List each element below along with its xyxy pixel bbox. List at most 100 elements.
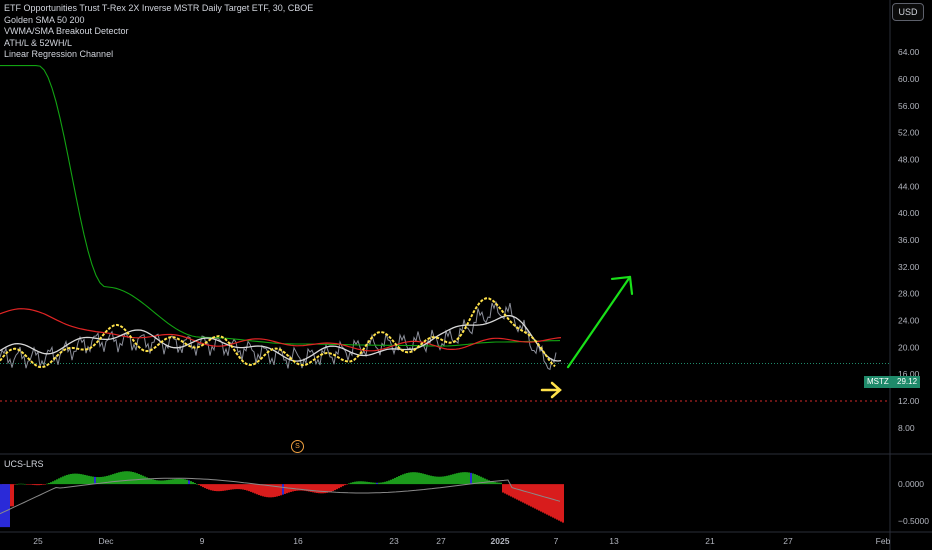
histogram-bar	[518, 484, 520, 501]
histogram-bar	[244, 484, 246, 490]
histogram-bar	[236, 484, 238, 490]
series-line-yellow	[0, 297, 556, 369]
histogram-bar	[286, 484, 288, 494]
histogram-bar	[30, 484, 32, 485]
histogram-bar	[60, 477, 62, 485]
histogram-bar	[34, 484, 36, 486]
histogram-bar	[318, 484, 320, 494]
histogram-bar-blue	[0, 484, 10, 528]
histogram-bar	[546, 484, 548, 515]
histogram-bar	[502, 484, 504, 493]
histogram-bar	[126, 471, 128, 485]
histogram-bar	[146, 477, 148, 485]
histogram-bar	[196, 484, 198, 485]
histogram-bar	[340, 484, 342, 488]
histogram-bar	[206, 484, 208, 489]
histogram-bar	[496, 482, 498, 485]
histogram-bar	[194, 482, 196, 485]
series-line-price	[0, 301, 557, 371]
histogram-bar	[334, 484, 336, 491]
histogram-bar	[478, 475, 480, 485]
histogram-bar	[440, 476, 442, 485]
histogram-bar	[200, 484, 202, 487]
currency-button[interactable]: USD	[892, 3, 924, 21]
histogram-bar	[396, 476, 398, 485]
histogram-bar	[366, 481, 368, 485]
histogram-bar	[158, 480, 160, 485]
histogram-bar	[482, 477, 484, 485]
legend-indicator-golden-sma[interactable]: Golden SMA 50 200	[4, 14, 85, 25]
histogram-bar	[398, 476, 400, 485]
histogram-bar	[164, 480, 166, 485]
histogram-bar	[464, 472, 466, 485]
x-tick-label: 21	[705, 536, 715, 546]
split-event-marker[interactable]: S	[291, 440, 304, 453]
histogram-bar	[454, 473, 456, 485]
legend-indicator-ath-atl[interactable]: ATH/L & 52WH/L	[4, 37, 73, 48]
sub-indicator-label[interactable]: UCS-LRS	[4, 459, 44, 469]
y-tick-label: 48.00	[898, 155, 920, 165]
histogram-bar	[130, 471, 132, 485]
histogram-bar	[506, 484, 508, 495]
histogram-bar	[408, 472, 410, 485]
histogram-bar	[278, 484, 280, 496]
legend-indicator-vwma-sma[interactable]: VWMA/SMA Breakout Detector	[4, 26, 129, 36]
histogram-bar	[354, 481, 356, 485]
histogram-bar	[508, 484, 510, 496]
histogram-bar	[528, 484, 530, 506]
histogram-bar	[70, 473, 72, 485]
histogram-bar	[554, 484, 556, 519]
ucs-lrs-histogram	[0, 471, 564, 528]
histogram-bar	[24, 483, 26, 485]
histogram-bar	[374, 482, 376, 485]
histogram-bar	[316, 484, 318, 493]
histogram-bar	[394, 477, 396, 485]
histogram-bar	[142, 475, 144, 485]
x-tick-label: 27	[783, 536, 793, 546]
histogram-bar	[516, 484, 518, 500]
histogram-bar	[248, 484, 250, 492]
histogram-bar	[422, 473, 424, 485]
x-axis: 25 Dec 9 16 23 27 2025 7 13 21 27 Feb	[33, 536, 890, 546]
histogram-bar	[66, 474, 68, 485]
histogram-bar	[68, 474, 70, 485]
y-tick-label: 36.00	[898, 235, 920, 245]
histogram-bar	[82, 474, 84, 485]
histogram-bar	[92, 476, 94, 485]
histogram-bar	[548, 484, 550, 516]
histogram-bar	[550, 484, 552, 517]
histogram-bar	[40, 484, 42, 485]
histogram-bar	[116, 472, 118, 485]
histogram-bar	[326, 484, 328, 493]
y-tick-label: 56.00	[898, 101, 920, 111]
histogram-bar	[42, 484, 44, 485]
histogram-bar	[172, 479, 174, 485]
histogram-bar	[16, 483, 18, 485]
histogram-bar	[402, 474, 404, 485]
histogram-bar	[514, 484, 516, 499]
histogram-bar	[106, 475, 108, 485]
overlay	[540, 275, 634, 399]
histogram-bar	[304, 484, 306, 491]
y-tick-label: 20.00	[898, 342, 920, 352]
histogram-bar	[310, 484, 312, 492]
histogram-bar	[204, 484, 206, 489]
histogram-bar	[372, 482, 374, 485]
histogram-bar	[282, 484, 284, 495]
histogram-bar	[420, 473, 422, 485]
histogram-bar	[458, 472, 460, 485]
histogram-bar	[256, 484, 258, 495]
histogram-bar	[438, 476, 440, 485]
histogram-bar	[260, 484, 262, 496]
histogram-bar	[192, 482, 194, 485]
histogram-bar	[472, 473, 474, 485]
histogram-bar	[314, 484, 316, 493]
legend-indicator-lin-reg[interactable]: Linear Regression Channel	[4, 49, 114, 59]
histogram-bar	[122, 471, 124, 485]
histogram-bar	[52, 481, 54, 485]
x-tick-label: 2025	[491, 536, 510, 546]
histogram-bar	[110, 474, 112, 485]
y-tick-label: 12.00	[898, 396, 920, 406]
x-tick-label: Dec	[98, 536, 114, 546]
